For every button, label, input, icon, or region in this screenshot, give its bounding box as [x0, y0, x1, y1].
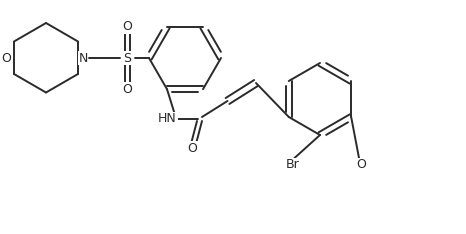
Text: O: O	[123, 20, 132, 33]
Text: Br: Br	[286, 158, 299, 172]
Text: O: O	[123, 83, 132, 96]
Text: O: O	[1, 51, 12, 65]
Text: HN: HN	[158, 113, 177, 125]
Text: S: S	[123, 51, 131, 65]
Text: N: N	[78, 51, 88, 65]
Text: O: O	[356, 158, 366, 172]
Text: O: O	[187, 142, 198, 154]
